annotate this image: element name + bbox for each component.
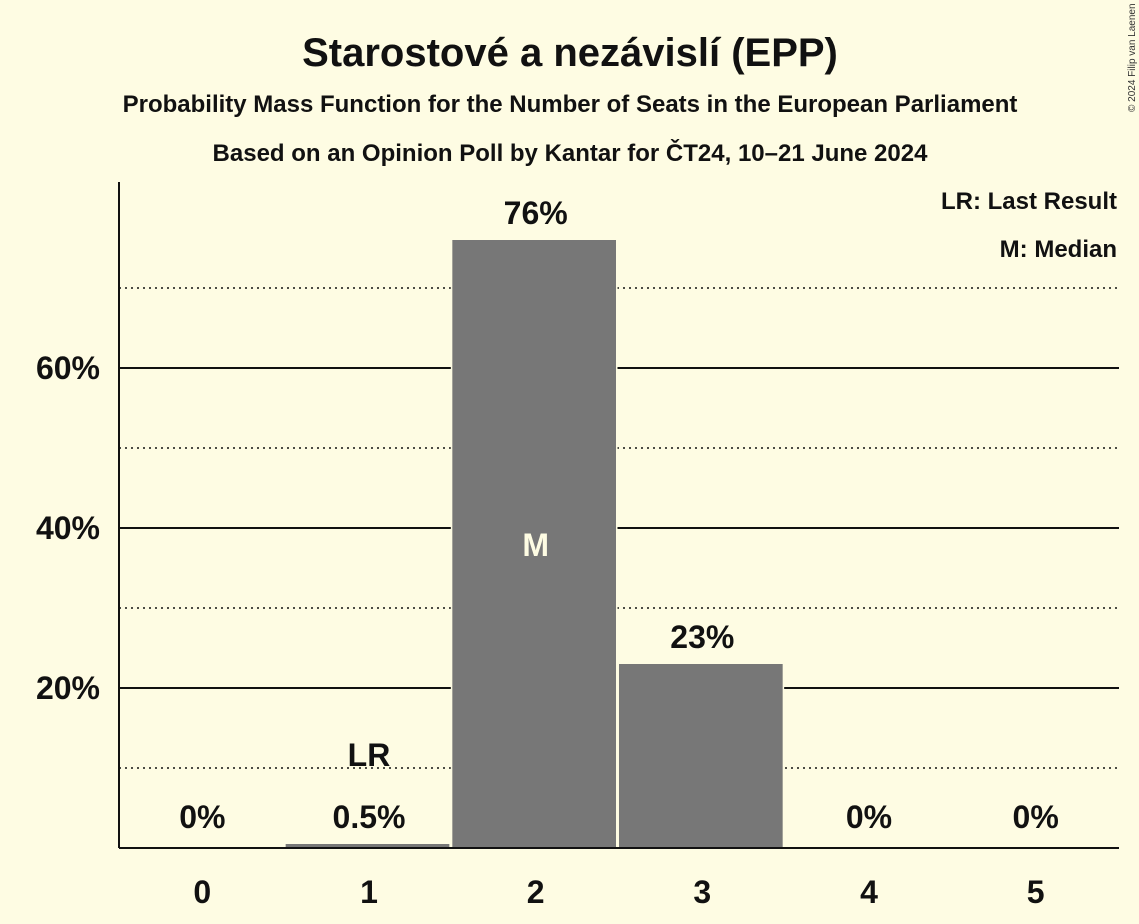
data-label: 0.5% xyxy=(333,799,406,835)
y-tick-label: 20% xyxy=(36,670,100,706)
copyright-notice: © 2024 Filip van Laenen xyxy=(1127,3,1138,112)
legend-median: M: Median xyxy=(1000,236,1117,263)
chart-subtitle: Probability Mass Function for the Number… xyxy=(123,91,1018,118)
data-label: 0% xyxy=(1013,799,1059,835)
last-result-marker: LR xyxy=(348,737,391,773)
chart-source: Based on an Opinion Poll by Kantar for Č… xyxy=(213,139,929,167)
data-label: 0% xyxy=(846,799,892,835)
bars xyxy=(284,238,785,848)
bar-3 xyxy=(619,664,783,848)
legend-last-result: LR: Last Result xyxy=(941,188,1117,215)
data-label: 76% xyxy=(504,195,568,231)
x-tick-label: 1 xyxy=(360,874,378,910)
x-tick-label: 2 xyxy=(527,874,545,910)
bar-2 xyxy=(452,240,616,848)
y-tick-label: 60% xyxy=(36,350,100,386)
bar-1 xyxy=(285,844,450,848)
x-tick-label: 4 xyxy=(860,874,878,910)
data-label: 23% xyxy=(670,619,734,655)
axes xyxy=(118,182,1119,849)
data-label: 0% xyxy=(179,799,225,835)
x-tick-label: 3 xyxy=(693,874,711,910)
chart-title: Starostové a nezávislí (EPP) xyxy=(302,31,838,75)
y-tick-label: 40% xyxy=(36,510,100,546)
x-tick-label: 5 xyxy=(1027,874,1045,910)
median-marker: M xyxy=(522,527,549,563)
x-tick-label: 0 xyxy=(193,874,211,910)
